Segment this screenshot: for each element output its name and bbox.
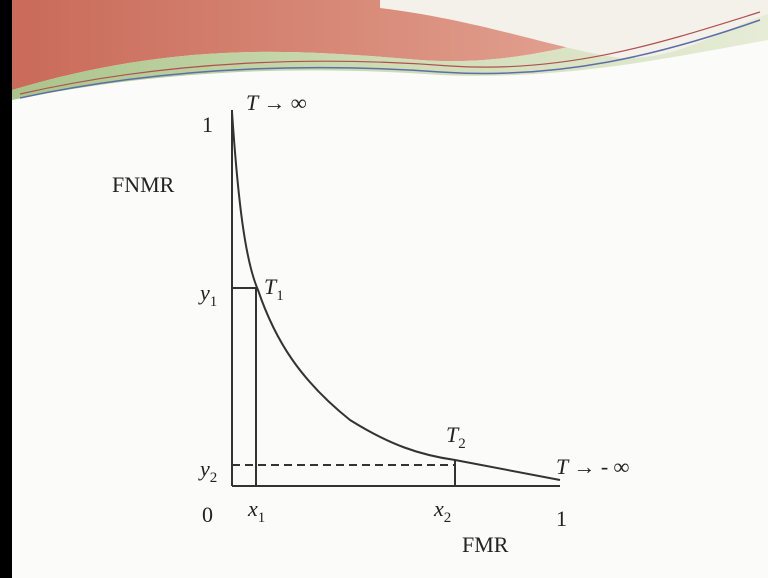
- label-base: T: [446, 422, 460, 447]
- x-label: x1: [247, 496, 265, 526]
- top-annotation: T → ∞: [246, 90, 307, 115]
- bottom-annotation: T → - ∞: [556, 454, 630, 479]
- left-bar: [0, 0, 12, 578]
- y-max: 1: [202, 112, 213, 137]
- origin: 0: [202, 502, 213, 527]
- label-subscript: 2: [210, 470, 218, 486]
- label-subscript: 2: [458, 436, 466, 452]
- label-subscript: 1: [258, 510, 266, 526]
- y-axis-label: FNMR: [112, 172, 175, 197]
- t-label: T2: [446, 422, 466, 452]
- x-max: 1: [556, 506, 567, 531]
- y-label: y1: [198, 280, 217, 310]
- label-subscript: 1: [210, 294, 218, 310]
- label-base: x: [433, 496, 444, 521]
- label-base: T: [264, 274, 278, 299]
- diagram: [231, 110, 561, 487]
- banner: [12, 0, 768, 100]
- label-subscript: 2: [444, 510, 452, 526]
- curve: [231, 111, 561, 481]
- x-label: x2: [433, 496, 451, 526]
- y-label: y2: [198, 456, 217, 486]
- label-base: y: [198, 280, 210, 305]
- t-label: T1: [264, 274, 284, 304]
- label-base: y: [198, 456, 210, 481]
- label-base: x: [247, 496, 258, 521]
- x-axis-label: FMR: [462, 532, 509, 557]
- label-subscript: 1: [276, 288, 284, 304]
